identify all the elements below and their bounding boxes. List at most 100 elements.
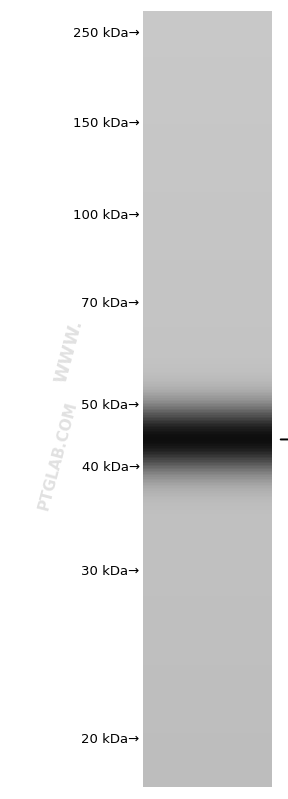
Bar [143, 306, 272, 308]
Bar [143, 326, 272, 328]
Bar [143, 194, 272, 197]
Text: WWW.: WWW. [52, 318, 86, 385]
Bar [143, 678, 272, 680]
Bar [143, 527, 272, 530]
Bar [143, 709, 272, 711]
Bar [143, 563, 272, 566]
Bar [143, 191, 272, 193]
Bar [143, 115, 272, 117]
Bar [143, 211, 272, 213]
Bar [143, 95, 272, 97]
Bar [143, 363, 272, 365]
Bar [143, 648, 272, 650]
Bar [143, 490, 272, 492]
Bar [143, 570, 272, 573]
Bar [143, 74, 272, 76]
Bar [143, 440, 272, 443]
Bar [143, 206, 272, 209]
Bar [143, 701, 272, 703]
Bar [143, 591, 272, 593]
Bar [143, 478, 272, 480]
Bar [143, 539, 272, 541]
Bar [143, 689, 272, 691]
Bar [143, 58, 272, 60]
Bar [143, 595, 272, 598]
Bar [143, 616, 272, 618]
Bar [143, 397, 272, 400]
Bar [143, 262, 272, 264]
Bar [143, 185, 272, 187]
Bar [143, 461, 272, 463]
Bar [143, 155, 272, 157]
Bar [143, 414, 272, 416]
Bar [143, 197, 272, 200]
Bar [143, 408, 272, 411]
Bar [143, 515, 272, 517]
Bar [143, 201, 272, 203]
Bar [143, 202, 272, 205]
Bar [143, 104, 272, 106]
Bar [143, 463, 272, 466]
Bar [143, 283, 272, 284]
Bar [143, 547, 272, 550]
Bar [143, 149, 272, 152]
Bar [143, 623, 272, 626]
Bar [143, 26, 272, 29]
Bar [143, 498, 272, 500]
Bar [143, 288, 272, 291]
Bar [143, 186, 272, 189]
Bar [143, 737, 272, 739]
Bar [143, 256, 272, 258]
Bar [143, 105, 272, 108]
Bar [143, 560, 272, 562]
Bar [143, 427, 272, 429]
Bar [143, 582, 272, 584]
Bar [143, 514, 272, 516]
Bar [143, 707, 272, 710]
Bar [143, 209, 272, 212]
Bar [143, 204, 272, 205]
Bar [143, 153, 272, 154]
Bar [143, 503, 272, 505]
Bar [143, 331, 272, 333]
Bar [143, 287, 272, 289]
Text: 50 kDa→: 50 kDa→ [82, 400, 140, 412]
Bar [143, 132, 272, 134]
Bar [143, 781, 272, 784]
Bar [143, 308, 272, 311]
Bar [143, 667, 272, 670]
Bar [143, 183, 272, 185]
Bar [143, 384, 272, 386]
Bar [143, 439, 272, 441]
Bar [143, 259, 272, 261]
Bar [143, 112, 272, 114]
Bar [143, 778, 272, 781]
Bar [143, 489, 272, 491]
Bar [143, 143, 272, 145]
Text: 30 kDa→: 30 kDa→ [82, 565, 140, 578]
Bar [143, 638, 272, 640]
Bar [143, 265, 272, 268]
Bar [143, 717, 272, 719]
Bar [143, 546, 272, 548]
Bar [143, 504, 272, 507]
Bar [143, 419, 272, 421]
Bar [143, 718, 272, 721]
Bar [143, 285, 272, 288]
Bar [143, 552, 272, 555]
Bar [143, 171, 272, 173]
Bar [143, 745, 272, 747]
Bar [143, 66, 272, 68]
Bar [143, 240, 272, 243]
Bar [143, 714, 272, 716]
Bar [143, 509, 272, 511]
Bar [143, 658, 272, 660]
Bar [143, 399, 272, 401]
Bar [143, 481, 272, 483]
Bar [143, 773, 272, 776]
Bar [143, 101, 272, 103]
Bar [143, 749, 272, 751]
Bar [143, 75, 272, 77]
Bar [143, 359, 272, 361]
Bar [143, 524, 272, 527]
